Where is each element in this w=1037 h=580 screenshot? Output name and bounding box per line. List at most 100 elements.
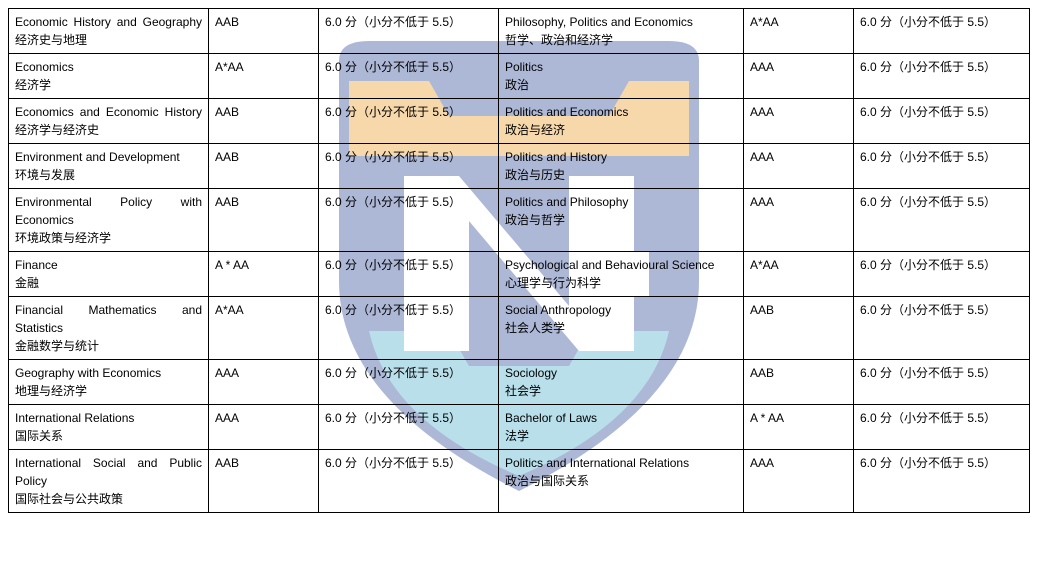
table-row: Economics经济学A*AA6.0 分（小分不低于 5.5）Politics… <box>9 54 1030 99</box>
course-left-en: Geography with Economics <box>15 366 161 380</box>
grade-left: AAB <box>209 99 319 144</box>
score-left: 6.0 分（小分不低于 5.5） <box>319 297 499 360</box>
table-row: Environmental Policy with Economics 环境政策与… <box>9 189 1030 252</box>
course-left-en: International Social and Public Policy <box>15 456 202 488</box>
course-right: Psychological and Behavioural Science 心理学… <box>499 252 744 297</box>
table-row: Finance金融A * AA6.0 分（小分不低于 5.5）Psycholog… <box>9 252 1030 297</box>
score-right: 6.0 分（小分不低于 5.5） <box>854 450 1030 513</box>
course-right-zh: 社会人类学 <box>505 319 737 337</box>
course-right-zh: 社会学 <box>505 382 737 400</box>
course-left-en: Economic History and Geography <box>15 15 202 29</box>
grade-left: AAA <box>209 360 319 405</box>
score-right: 6.0 分（小分不低于 5.5） <box>854 297 1030 360</box>
course-right-zh: 政治与国际关系 <box>505 472 737 490</box>
course-left: Finance 金融 <box>9 252 209 297</box>
course-right-en: Social Anthropology <box>505 303 611 317</box>
course-left-en: Economics <box>15 60 74 74</box>
course-right-en: Politics and International Relations <box>505 456 689 470</box>
course-right-en: Bachelor of Laws <box>505 411 597 425</box>
table-row: Financial Mathematics and Statistics 金融数学… <box>9 297 1030 360</box>
course-right: Politics and International Relations 政治与国… <box>499 450 744 513</box>
course-left-en: Economics and Economic History <box>15 105 202 119</box>
score-right: 6.0 分（小分不低于 5.5） <box>854 144 1030 189</box>
course-left: Environmental Policy with Economics 环境政策与… <box>9 189 209 252</box>
course-right: Politics and History 政治与历史 <box>499 144 744 189</box>
course-left-en: Environment and Development <box>15 150 180 164</box>
course-left-en: International Relations <box>15 411 134 425</box>
course-left-zh: 国际关系 <box>15 427 202 445</box>
grade-left: A*AA <box>209 54 319 99</box>
grade-right: AAA <box>744 189 854 252</box>
course-left-en: Environmental Policy with Economics <box>15 195 202 227</box>
score-left: 6.0 分（小分不低于 5.5） <box>319 450 499 513</box>
score-right: 6.0 分（小分不低于 5.5） <box>854 252 1030 297</box>
course-left: International Social and Public Policy 国际… <box>9 450 209 513</box>
grade-right: AAB <box>744 360 854 405</box>
grade-right: AAA <box>744 144 854 189</box>
course-left-zh: 经济学与经济史 <box>15 121 202 139</box>
grade-left: AAB <box>209 450 319 513</box>
course-right: Politics and Philosophy 政治与哲学 <box>499 189 744 252</box>
score-left: 6.0 分（小分不低于 5.5） <box>319 405 499 450</box>
course-right: Sociology 社会学 <box>499 360 744 405</box>
course-left-zh: 金融 <box>15 274 202 292</box>
grade-right: A * AA <box>744 405 854 450</box>
course-right-en: Psychological and Behavioural Science <box>505 258 714 272</box>
score-right: 6.0 分（小分不低于 5.5） <box>854 99 1030 144</box>
score-left: 6.0 分（小分不低于 5.5） <box>319 252 499 297</box>
course-right-zh: 政治与历史 <box>505 166 737 184</box>
course-left: Environment and Development 环境与发展 <box>9 144 209 189</box>
courses-table: Economic History and Geography经济史与地理AAB6… <box>8 8 1030 513</box>
course-left-en: Finance <box>15 258 58 272</box>
grade-right: AAA <box>744 99 854 144</box>
course-right-zh: 心理学与行为科学 <box>505 274 737 292</box>
grade-left: AAA <box>209 405 319 450</box>
grade-left: AAB <box>209 9 319 54</box>
course-right: Politics政治 <box>499 54 744 99</box>
grade-right: A*AA <box>744 9 854 54</box>
course-right-zh: 政治与经济 <box>505 121 737 139</box>
course-left-zh: 金融数学与统计 <box>15 337 202 355</box>
course-left-zh: 经济学 <box>15 76 202 94</box>
course-left-zh: 国际社会与公共政策 <box>15 490 202 508</box>
course-right: Social Anthropology 社会人类学 <box>499 297 744 360</box>
course-left-zh: 经济史与地理 <box>15 31 202 49</box>
course-left: Economics 经济学 <box>9 54 209 99</box>
course-right-en: Politics and Philosophy <box>505 195 628 209</box>
course-left: Economic History and Geography 经济史与地理 <box>9 9 209 54</box>
grade-right: AAB <box>744 297 854 360</box>
score-left: 6.0 分（小分不低于 5.5） <box>319 189 499 252</box>
table-row: Geography with Economics地理与经济学AAA6.0 分（小… <box>9 360 1030 405</box>
grade-left: AAB <box>209 144 319 189</box>
table-row: International Relations国际关系AAA6.0 分（小分不低… <box>9 405 1030 450</box>
grade-left: AAB <box>209 189 319 252</box>
score-right: 6.0 分（小分不低于 5.5） <box>854 9 1030 54</box>
score-right: 6.0 分（小分不低于 5.5） <box>854 54 1030 99</box>
course-left: Financial Mathematics and Statistics 金融数学… <box>9 297 209 360</box>
course-left-zh: 环境与发展 <box>15 166 202 184</box>
course-left: Economics and Economic History 经济学与经济史 <box>9 99 209 144</box>
score-right: 6.0 分（小分不低于 5.5） <box>854 405 1030 450</box>
course-right: Philosophy, Politics and Economics哲学、政治和… <box>499 9 744 54</box>
course-right-en: Philosophy, Politics and Economics <box>505 15 693 29</box>
course-right-zh: 政治与哲学 <box>505 211 737 229</box>
grade-right: AAA <box>744 54 854 99</box>
score-right: 6.0 分（小分不低于 5.5） <box>854 360 1030 405</box>
course-right-zh: 法学 <box>505 427 737 445</box>
table-row: Economics and Economic History 经济学与经济史 AAB… <box>9 99 1030 144</box>
course-left-zh: 环境政策与经济学 <box>15 229 202 247</box>
table-row: Economic History and Geography 经济史与地理 AAB 6… <box>9 9 1030 54</box>
course-right-en: Sociology <box>505 366 557 380</box>
course-right: Politics and Economics 政治与经济 <box>499 99 744 144</box>
course-left: International Relations 国际关系 <box>9 405 209 450</box>
grade-right: AAA <box>744 450 854 513</box>
table-row: International Social and Public Policy 国际… <box>9 450 1030 513</box>
course-left-en: Financial Mathematics and Statistics <box>15 303 202 335</box>
course-right: Bachelor of Laws 法学 <box>499 405 744 450</box>
course-right-zh: 政治 <box>505 76 737 94</box>
score-left: 6.0 分（小分不低于 5.5） <box>319 54 499 99</box>
table-row: Environment and Development 环境与发展 AAB 6.0 分… <box>9 144 1030 189</box>
course-right-en: Politics and History <box>505 150 607 164</box>
course-right-en: Politics and Economics <box>505 105 628 119</box>
grade-left: A*AA <box>209 297 319 360</box>
